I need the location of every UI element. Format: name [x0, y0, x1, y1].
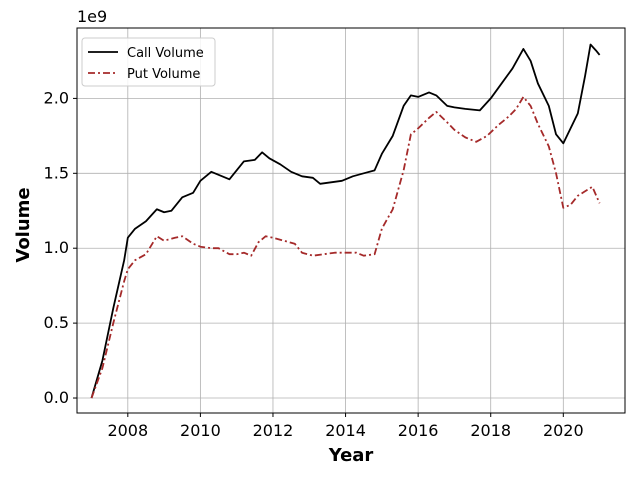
x-tick-label: 2014 [325, 421, 366, 440]
grid-lines [77, 28, 625, 413]
x-tick-label: 2020 [543, 421, 584, 440]
x-tick-label: 2010 [180, 421, 221, 440]
x-tick-label: 2008 [107, 421, 148, 440]
legend: Call Volume Put Volume [81, 37, 216, 87]
y-offset-text: 1e9 [77, 7, 107, 26]
x-axis-ticks: 2008 2010 2012 2014 2016 2018 2020 [107, 413, 584, 440]
x-tick-label: 2016 [398, 421, 439, 440]
y-axis-label: Volume [13, 187, 34, 262]
series-line-call-volume [90, 43, 601, 399]
series-line-put-volume [90, 96, 601, 399]
legend-box [81, 37, 216, 87]
axes-frame [76, 27, 626, 414]
y-tick-label: 1.0 [44, 238, 69, 257]
y-tick-label: 0.5 [44, 313, 69, 332]
x-tick-label: 2018 [470, 421, 511, 440]
series-layer [90, 43, 601, 399]
y-tick-label: 0.0 [44, 388, 69, 407]
y-tick-label: 1.5 [44, 163, 69, 182]
legend-label-call-volume: Call Volume [127, 46, 204, 61]
y-axis-ticks: 0.0 0.5 1.0 1.5 2.0 [44, 88, 77, 407]
legend-label-put-volume: Put Volume [127, 67, 200, 82]
x-tick-label: 2012 [253, 421, 294, 440]
x-axis-label: Year [328, 445, 374, 466]
y-tick-label: 2.0 [44, 88, 69, 107]
